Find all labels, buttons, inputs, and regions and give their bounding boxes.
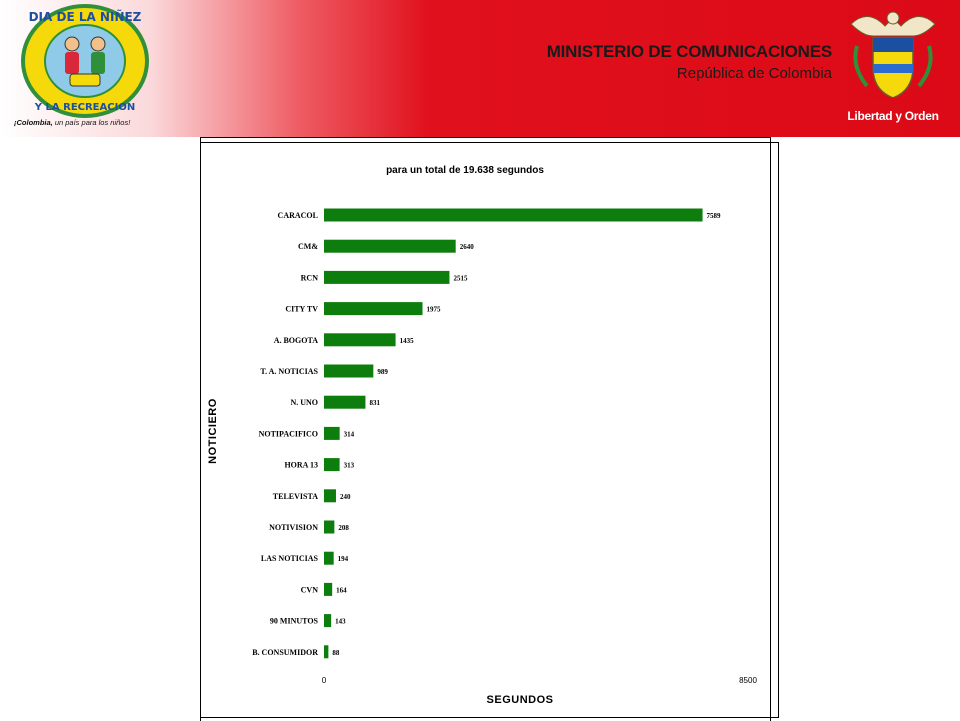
ministry-block: MINISTERIO DE COMUNICACIONES República d… — [546, 42, 833, 82]
category-label: LAS NOTICIAS — [261, 554, 319, 563]
bar — [324, 364, 374, 378]
value-label: 1435 — [400, 337, 415, 345]
svg-text:DIA DE LA NIÑEZ: DIA DE LA NIÑEZ — [29, 9, 142, 24]
category-label: NOTIPACIFICO — [259, 429, 318, 438]
category-label: CVN — [301, 585, 319, 594]
value-label: 989 — [377, 368, 388, 376]
category-label: A. BOGOTA — [274, 336, 319, 345]
ministry-title: MINISTERIO DE COMUNICACIONES — [546, 42, 833, 61]
value-label: 143 — [335, 618, 346, 626]
chart-title: para un total de 19.638 segundos — [386, 165, 544, 176]
value-label: 2640 — [460, 243, 475, 251]
bars-group: CARACOL 7589 CM& 2640 RCN 2515 CITY TV 1975 A. B… — [252, 208, 722, 659]
bar — [324, 489, 336, 503]
category-label: N. UNO — [290, 398, 318, 407]
value-label: 313 — [344, 462, 355, 470]
chart-frame — [200, 142, 779, 718]
x-ticks-group: 0 8500 — [322, 676, 758, 685]
value-label: 2515 — [453, 274, 468, 282]
value-label: 1975 — [427, 306, 442, 314]
value-label: 194 — [338, 555, 349, 563]
x-axis-title: SEGUNDOS — [487, 694, 554, 706]
value-label: 208 — [338, 524, 349, 532]
bar — [324, 270, 450, 284]
bar — [324, 551, 334, 565]
category-label: CM& — [298, 242, 318, 251]
header-banner: DIA DE LA NIÑEZ Y LA RECREACION ¡Colombi… — [0, 0, 960, 137]
bar — [324, 645, 329, 659]
value-label: 831 — [369, 399, 380, 407]
value-label: 164 — [336, 586, 347, 594]
bar — [324, 614, 332, 628]
category-label: T. A. NOTICIAS — [260, 367, 318, 376]
category-label: HORA 13 — [284, 461, 318, 470]
value-label: 240 — [340, 493, 351, 501]
svg-text:Y LA RECREACION: Y LA RECREACION — [34, 102, 135, 113]
bar — [324, 582, 333, 596]
bar — [324, 395, 366, 409]
category-label: CARACOL — [278, 211, 318, 220]
bar — [324, 333, 396, 347]
y-axis-title: NOTICIERO — [207, 398, 219, 464]
logo-caption: ¡Colombia, un país para los niños! — [14, 118, 131, 127]
dia-de-la-ninez-logo: DIA DE LA NIÑEZ Y LA RECREACION — [21, 4, 149, 118]
bar — [324, 426, 340, 440]
bar — [324, 302, 423, 316]
ministry-subtitle: República de Colombia — [676, 65, 832, 82]
value-label: 314 — [344, 430, 355, 438]
value-label: 7589 — [707, 212, 722, 220]
category-label: NOTIVISION — [269, 523, 318, 532]
x-tick-label: 0 — [322, 676, 327, 685]
bar — [324, 208, 703, 222]
value-label: 88 — [332, 649, 340, 657]
bar — [324, 458, 340, 472]
category-label: 90 MINUTOS — [270, 617, 319, 626]
category-label: TELEVISTA — [273, 492, 318, 501]
bar — [324, 520, 335, 534]
coat-of-arms-icon — [850, 11, 936, 101]
category-label: RCN — [301, 273, 319, 282]
motto-text: Libertad y Orden — [847, 109, 939, 123]
category-label: CITY TV — [285, 305, 318, 314]
category-label: B. CONSUMIDOR — [252, 648, 318, 657]
x-tick-label: 8500 — [739, 676, 757, 685]
bar — [324, 239, 456, 253]
